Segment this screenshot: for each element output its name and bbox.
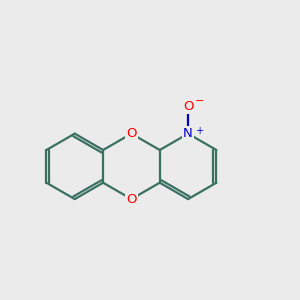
Text: N: N [183,127,193,140]
Text: O: O [183,100,193,113]
Text: O: O [126,127,137,140]
Text: O: O [126,193,137,206]
Text: −: − [195,96,205,106]
Text: +: + [196,126,205,136]
